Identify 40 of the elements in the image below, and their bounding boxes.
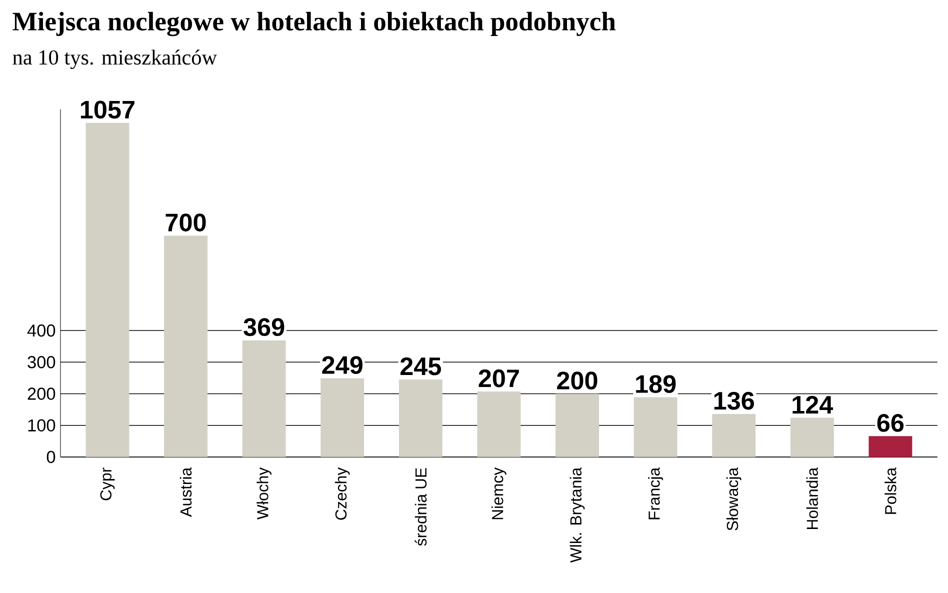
x-tick-label: Holandia [806, 467, 818, 529]
bar [86, 122, 130, 457]
data-label: 200 [557, 372, 598, 390]
y-tick-label: 200 [28, 388, 56, 400]
data-label: 136 [714, 392, 754, 410]
data-label: 1057 [80, 100, 134, 119]
chart-subtitle: na 10 tys. mieszkańców [12, 50, 218, 70]
data-label: 245 [400, 357, 441, 376]
data-label: 249 [322, 356, 362, 374]
bar [790, 418, 834, 457]
chart-title: Miejsca noclegowe w hotelach i obiektach podobnych [12, 12, 616, 36]
x-tick-label: Wlk. Brytania [570, 467, 585, 563]
data-label: 207 [478, 369, 519, 388]
x-tick-label: Polska [884, 467, 896, 514]
bar [164, 236, 208, 457]
bar [712, 414, 756, 457]
bar [242, 340, 286, 457]
y-tick-label: 400 [27, 324, 56, 337]
data-label: 66 [877, 414, 904, 432]
bar [477, 392, 521, 457]
x-tick-label: średnia UE [414, 468, 427, 546]
x-tick-label: Słowacja [726, 467, 742, 530]
bar [868, 436, 912, 457]
data-label: 700 [166, 214, 206, 232]
bar [398, 380, 442, 457]
x-tick-label: Cypr [100, 468, 115, 500]
x-tick-label: Czechy [334, 467, 350, 520]
x-tick-label: Włochy [256, 467, 272, 520]
x-tick-label: Niemcy [492, 467, 506, 520]
data-label: 124 [792, 396, 834, 414]
y-tick-label: 300 [28, 356, 56, 368]
x-tick-label: Austria [180, 467, 192, 517]
bar [634, 397, 678, 457]
bar [556, 394, 599, 457]
bar [320, 378, 364, 457]
data-label: 189 [636, 375, 676, 393]
y-tick-label: 0 [46, 450, 56, 464]
data-label: 369 [244, 318, 284, 336]
x-tick-label: Francja [648, 467, 663, 520]
y-tick-label: 100 [28, 419, 56, 432]
